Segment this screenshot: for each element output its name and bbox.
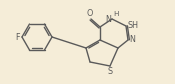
Text: F: F <box>16 33 20 41</box>
Text: SH: SH <box>128 20 139 29</box>
Text: S: S <box>107 68 113 77</box>
Text: N: N <box>105 15 111 24</box>
Text: O: O <box>87 8 93 17</box>
Text: H: H <box>113 12 118 17</box>
Text: N: N <box>129 36 135 45</box>
